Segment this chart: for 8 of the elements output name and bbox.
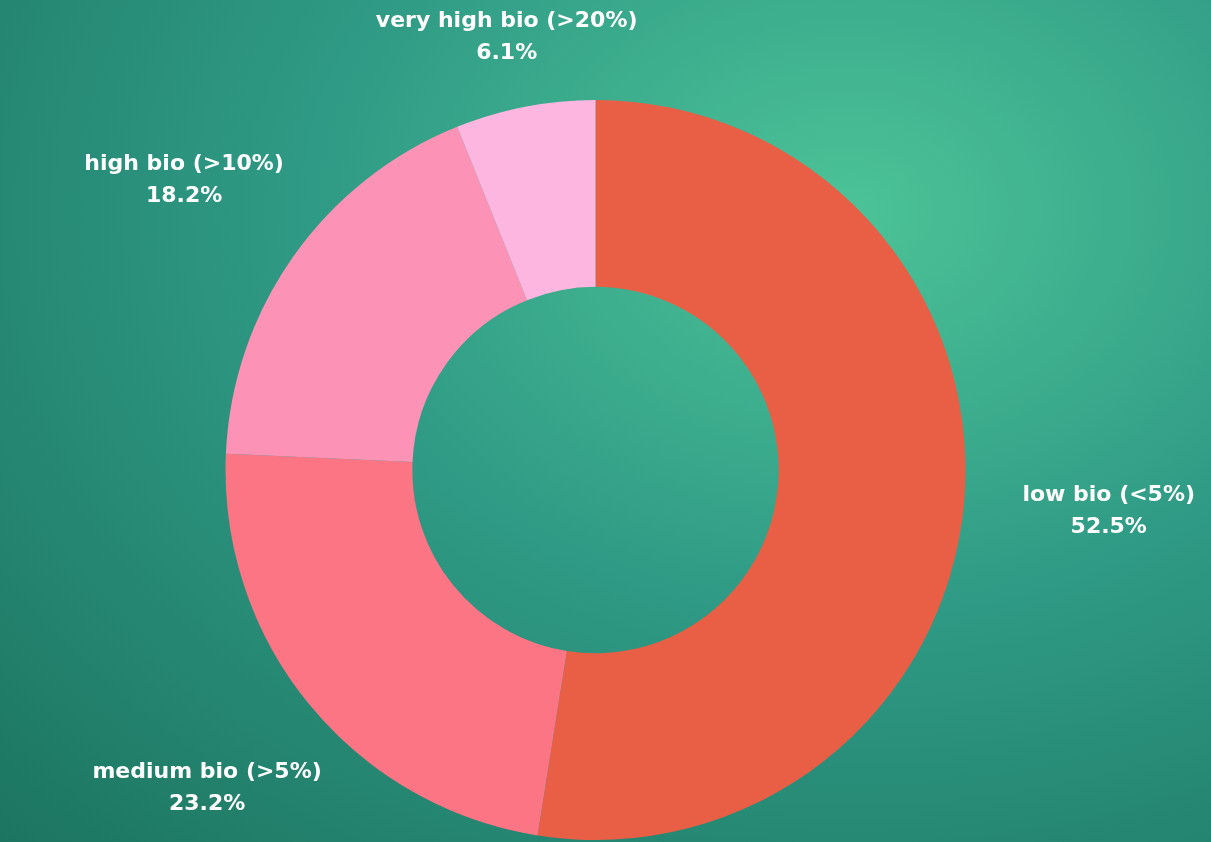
slice-label: high bio (>10%)	[84, 149, 284, 175]
slice-label: very high bio (>20%)	[375, 6, 638, 32]
slice-label: low bio (<5%)	[1022, 481, 1196, 507]
data-label: 18.2%	[145, 181, 223, 207]
data-label: 23.2%	[168, 789, 246, 815]
slice-label: medium bio (>5%)	[92, 757, 322, 783]
data-label: 52.5%	[1070, 513, 1147, 539]
data-label: 6.1%	[476, 38, 538, 64]
